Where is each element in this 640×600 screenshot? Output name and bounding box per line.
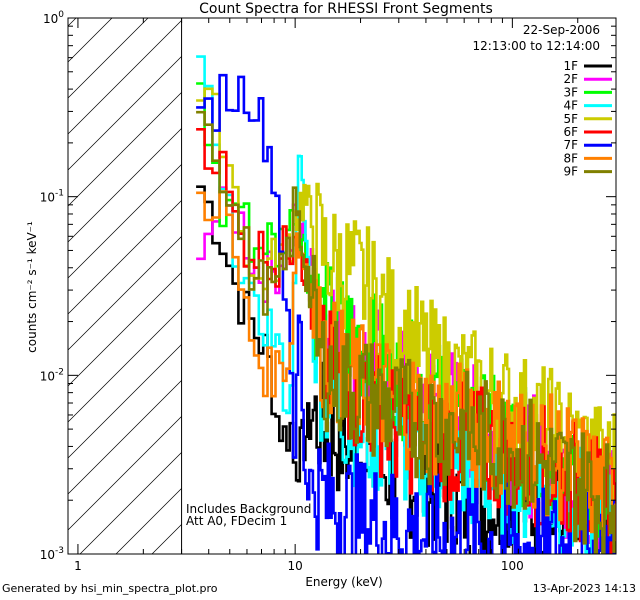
legend-label-9F: 9F [563, 165, 578, 179]
y-tick-label: 10-3 [40, 546, 64, 562]
legend-label-8F: 8F [563, 151, 578, 165]
legend-label-1F: 1F [563, 59, 578, 73]
note-attenuator: Att A0, FDecim 1 [186, 514, 287, 528]
chart-title: Count Spectra for RHESSI Front Segments [199, 1, 493, 17]
series-9F [196, 110, 616, 554]
y-tick-label: 100 [43, 10, 64, 26]
x-tick-label: 100 [501, 559, 524, 573]
note-background: Includes Background [186, 502, 311, 516]
legend-label-3F: 3F [563, 85, 578, 99]
series-7F [196, 73, 616, 554]
y-axis-label: counts cm⁻² s⁻¹ keV⁻¹ [25, 221, 39, 353]
series-8F [196, 190, 616, 545]
legend-label-6F: 6F [563, 125, 578, 139]
y-tick-label: 10-2 [40, 367, 64, 383]
legend-label-4F: 4F [563, 99, 578, 113]
series-5F [196, 87, 616, 511]
x-axis-label: Energy (keV) [305, 575, 382, 589]
x-tick-label: 10 [288, 559, 303, 573]
legend-label-5F: 5F [563, 112, 578, 126]
generator-credit: Generated by hsi_min_spectra_plot.pro [2, 582, 218, 595]
legend-label-2F: 2F [563, 72, 578, 86]
legend-label-7F: 7F [563, 138, 578, 152]
time-range-label: 12:13:00 to 12:14:00 [473, 39, 600, 53]
x-tick-label: 1 [74, 559, 82, 573]
generation-timestamp: 13-Apr-2023 14:13 [533, 582, 636, 595]
plot-frame [67, 17, 617, 555]
date-label: 22-Sep-2006 [523, 23, 600, 37]
y-tick-label: 10-1 [40, 189, 64, 205]
